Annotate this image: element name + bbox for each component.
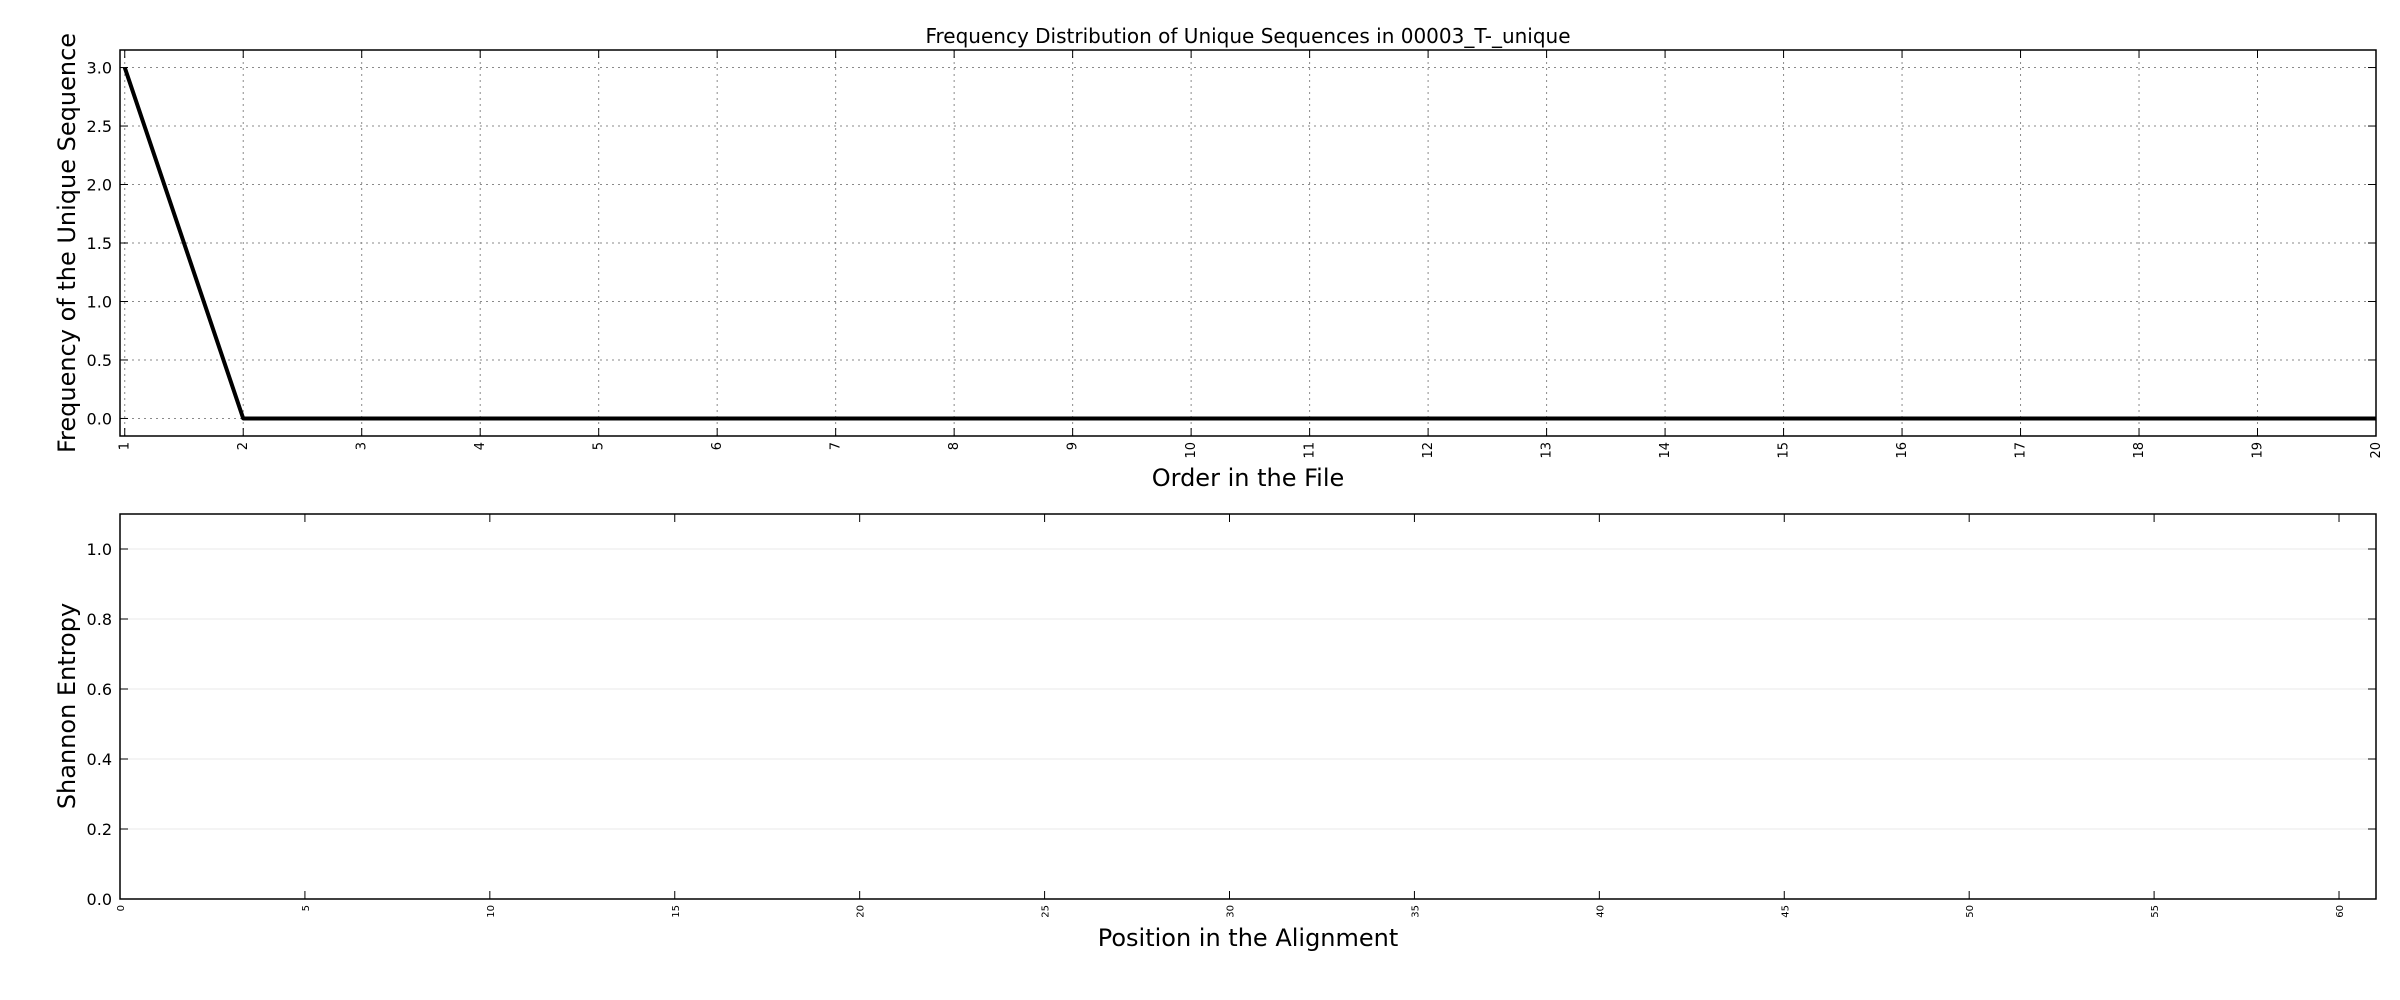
frequency-chart-x-tick-label: 8 (947, 442, 962, 450)
frequency-chart-x-tick-label: 5 (592, 442, 607, 450)
entropy-chart-ticks: 0.0 0.2 0.4 0.6 0.8 1.0 0 5 10 15 20 25 30 35 40 45 50 55… (87, 514, 2376, 918)
entropy-chart-x-tick-label: 40 (1595, 905, 1606, 918)
frequency-chart-x-tick-label: 9 (1066, 442, 1081, 450)
entropy-chart-x-tick-label: 45 (1780, 905, 1791, 918)
entropy-chart: 0.0 0.2 0.4 0.6 0.8 1.0 0 5 10 15 20 25 30 35 40 45 50 55… (53, 513, 2377, 952)
frequency-chart-series (122, 66, 2376, 421)
frequency-chart-ticks: 0.00.51.01.52.02.53.01 2 3 4 5 6 7 8 9 10 11 12 13 14… (87, 50, 2384, 459)
entropy-chart-x-tick-label: 0 (116, 905, 127, 911)
entropy-chart-y-tick-label: 0.2 (87, 820, 112, 839)
frequency-chart-x-tick-label: 14 (1658, 442, 1673, 459)
frequency-chart-y-tick-label: 0.5 (87, 351, 112, 370)
frequency-chart-x-axis-label: Order in the File (1152, 464, 1345, 492)
entropy-chart-x-tick-label: 50 (1965, 905, 1976, 918)
frequency-chart-x-tick-label: 10 (1184, 442, 1199, 459)
entropy-chart-x-axis-label: Position in the Alignment (1098, 924, 1399, 952)
frequency-chart-x-tick-label: 12 (1421, 442, 1436, 459)
entropy-chart-y-tick-label: 0.8 (87, 610, 112, 629)
frequency-chart-y-tick-label: 2.5 (87, 117, 112, 136)
frequency-chart-x-tick-label: 7 (829, 442, 844, 450)
frequency-chart-x-tick-label: 15 (1777, 442, 1792, 459)
entropy-chart-grid (120, 548, 2376, 900)
frequency-chart-x-tick-label: 1 (118, 442, 133, 450)
frequency-chart-y-tick-label: 0.0 (87, 409, 112, 428)
entropy-chart-y-tick-label: 1.0 (87, 540, 112, 559)
frequency-chart-x-tick-label: 2 (236, 442, 251, 450)
frequency-chart-grid (120, 50, 2377, 436)
entropy-chart-x-tick-label: 35 (1410, 905, 1421, 918)
entropy-chart-x-tick-label: 30 (1226, 905, 1237, 918)
entropy-chart-y-tick-label: 0.4 (87, 750, 112, 769)
frequency-chart-x-tick-label: 4 (473, 442, 488, 450)
entropy-chart-x-tick-label: 60 (2335, 905, 2346, 918)
frequency-chart-x-tick-label: 11 (1303, 442, 1318, 459)
frequency-chart-y-tick-label: 3.0 (87, 59, 112, 78)
frequency-chart-x-tick-label: 19 (2251, 442, 2266, 459)
frequency-chart-x-tick-label: 17 (2014, 442, 2029, 459)
frequency-chart-x-tick-label: 20 (2369, 442, 2384, 459)
frequency-chart-x-tick-label: 6 (710, 442, 725, 450)
frequency-chart-series-line (122, 66, 2376, 421)
frequency-chart-y-tick-label: 1.5 (87, 234, 112, 253)
frequency-chart-x-tick-label: 13 (1540, 442, 1555, 459)
entropy-chart-plot-frame (119, 513, 2377, 900)
frequency-chart-y-tick-label: 1.0 (87, 292, 112, 311)
entropy-chart-y-tick-label: 0.6 (87, 680, 112, 699)
entropy-chart-y-axis-label: Shannon Entropy (53, 603, 81, 809)
entropy-chart-x-tick-label: 15 (671, 905, 682, 918)
frequency-chart-y-axis-label: Frequency of the Unique Sequence (53, 33, 81, 453)
entropy-chart-y-tick-label: 0.0 (87, 890, 112, 909)
frequency-chart-x-tick-label: 18 (2132, 442, 2147, 459)
frequency-chart-x-tick-label: 16 (1895, 442, 1910, 459)
frequency-chart-x-tick-label: 3 (355, 442, 370, 450)
frequency-chart-title: Frequency Distribution of Unique Sequenc… (925, 24, 1570, 48)
entropy-chart-x-tick-label: 25 (1041, 905, 1052, 918)
entropy-chart-x-tick-label: 55 (2150, 905, 2161, 918)
entropy-chart-x-tick-label: 20 (856, 905, 867, 918)
entropy-chart-x-tick-label: 5 (301, 905, 312, 911)
frequency-chart-y-tick-label: 2.0 (87, 176, 112, 195)
frequency-chart: Frequency Distribution of Unique Sequenc… (53, 24, 2384, 492)
entropy-chart-x-tick-label: 10 (486, 905, 497, 918)
